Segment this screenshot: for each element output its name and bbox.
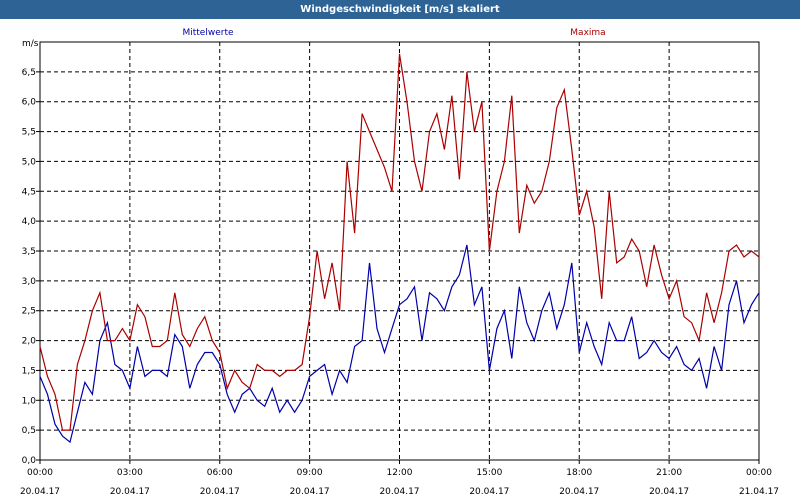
x-tick-label-time: 06:00 [207,468,233,478]
chart-canvas: 0,0 0,5 1,0 1,5 2,0 2,5 3,0 3,5 4,0 4,5 5,0 5,5 6,0 6… [20,28,779,497]
y-tick-label: 2,5 [22,307,36,317]
x-tick-label-time: 00:00 [746,468,772,478]
series-lines [39,53,760,444]
x-tick-label-time: 09:00 [297,468,323,478]
y-tick-label: 4,5 [22,187,36,197]
series-line-mittelwerte [39,244,760,444]
x-tick-label-time: 15:00 [476,468,502,478]
x-tick-label-date: 20.04.17 [110,487,150,497]
x-tick-label-date: 20.04.17 [290,487,330,497]
y-tick-label: 1,0 [22,396,37,406]
legend-mittelwerte: Mittelwerte [182,28,233,38]
series-line-maxima [39,53,760,431]
x-tick-label-date: 20.04.17 [379,487,419,497]
y-tick-label: 1,5 [22,366,36,376]
y-axis-ticks: 0,0 0,5 1,0 1,5 2,0 2,5 3,0 3,5 4,0 4,5 5,0 5,5 6,0 6… [22,68,40,466]
y-tick-label: 4,0 [22,217,37,227]
x-tick-label-date: 20.04.17 [200,487,240,497]
x-tick-label-date: 21.04.17 [739,487,779,497]
x-tick-label-time: 21:00 [656,468,682,478]
y-tick-label: 5,5 [22,128,36,138]
x-tick-label-date: 20.04.17 [20,487,60,497]
x-tick-label-time: 18:00 [566,468,592,478]
x-tick-label-date: 20.04.17 [559,487,599,497]
x-tick-label-time: 12:00 [387,468,413,478]
y-tick-label: 2,0 [22,337,37,347]
legend-maxima: Maxima [570,28,605,38]
y-tick-label: 6,0 [22,98,37,108]
y-tick-label: 0,5 [22,426,36,436]
y-tick-label: 3,5 [22,247,36,257]
x-axis-ticks: 00:00 20.04.17 03:00 20.04.17 06:00 20.04.17 0… [20,460,779,497]
x-tick-label-time: 00:00 [27,468,53,478]
x-tick-label-date: 20.04.17 [649,487,689,497]
chart-title: Windgeschwindigkeit [m/s] skaliert [0,0,800,19]
y-axis-label: m/s [22,39,39,49]
x-tick-label-time: 03:00 [117,468,143,478]
y-tick-label: 0,0 [22,456,37,466]
y-tick-label: 6,5 [22,68,36,78]
x-tick-label-date: 20.04.17 [469,487,509,497]
y-tick-label: 3,0 [22,277,37,287]
grid-lines [40,42,759,460]
y-tick-label: 5,0 [22,157,37,167]
